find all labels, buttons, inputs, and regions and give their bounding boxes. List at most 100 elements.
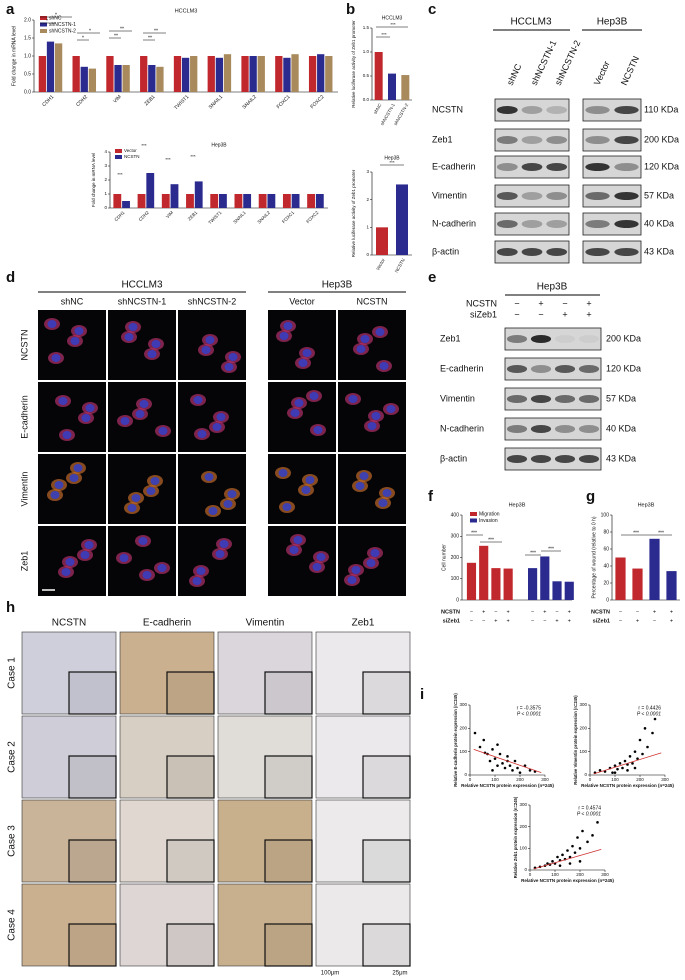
y-tick-label: 1.5 bbox=[363, 25, 370, 30]
bar bbox=[540, 556, 550, 600]
nucleus bbox=[147, 350, 157, 358]
point bbox=[473, 731, 477, 735]
condition-label: NCSTN bbox=[466, 298, 497, 308]
blot-bg bbox=[582, 212, 642, 236]
condition-sign: + bbox=[538, 298, 543, 308]
y-tick-label: 3 bbox=[104, 163, 107, 168]
point bbox=[646, 745, 649, 749]
x-tick-label: SNAIL1 bbox=[232, 210, 247, 225]
column-label: NCSTN bbox=[357, 296, 388, 306]
y-tick-label: 100 bbox=[459, 749, 467, 754]
significance: *** bbox=[117, 172, 123, 177]
nucleus bbox=[73, 464, 83, 472]
panel-label: h bbox=[6, 599, 15, 616]
y-tick-label: 1.0 bbox=[24, 53, 31, 59]
legend-swatch bbox=[470, 518, 477, 523]
row-label: Case 4 bbox=[7, 909, 18, 941]
condition-sign: − bbox=[531, 618, 534, 624]
nucleus bbox=[81, 414, 91, 422]
point bbox=[493, 757, 497, 760]
point bbox=[546, 862, 549, 865]
y-tick-label: 2 bbox=[366, 197, 369, 202]
x-tick-label: 0 bbox=[529, 872, 532, 877]
point bbox=[596, 821, 599, 824]
x-tick-label: VIM bbox=[165, 210, 174, 219]
bar bbox=[140, 56, 148, 92]
band bbox=[578, 425, 600, 433]
band bbox=[496, 220, 518, 228]
nucleus bbox=[367, 422, 377, 430]
band bbox=[585, 192, 610, 200]
column-label: E-cadherin bbox=[143, 618, 191, 629]
bar bbox=[243, 194, 252, 208]
significance: *** bbox=[390, 22, 396, 27]
y-axis-label: Relative luciferase activity of Zeb1 pro… bbox=[351, 169, 356, 257]
nucleus bbox=[138, 537, 148, 545]
bar bbox=[632, 568, 643, 600]
legend-swatch bbox=[115, 155, 122, 159]
legend-swatch bbox=[470, 512, 477, 516]
y-axis-label: Relative luciferase activity of Zeb1 pro… bbox=[351, 20, 356, 108]
nucleus bbox=[305, 476, 315, 484]
blot-row-label: Zeb1 bbox=[440, 333, 461, 343]
blot-row-label: E-cadherin bbox=[440, 363, 484, 373]
band bbox=[496, 163, 518, 171]
band bbox=[546, 163, 568, 171]
band bbox=[585, 163, 610, 171]
condition-sign: − bbox=[562, 298, 567, 308]
column-label: shNCSTN-1 bbox=[118, 296, 167, 306]
x-tick-label: TWIST1 bbox=[173, 94, 190, 111]
x-tick-label: CDH2 bbox=[75, 94, 89, 108]
nucleus bbox=[84, 541, 94, 549]
x-tick-label: ZEB1 bbox=[187, 210, 199, 222]
nucleus bbox=[386, 405, 396, 413]
x-tick-label: 100 bbox=[491, 777, 499, 782]
band bbox=[496, 192, 518, 200]
scale-label: 100μm bbox=[321, 971, 339, 977]
band bbox=[546, 136, 568, 144]
condition-label: siZeb1 bbox=[593, 618, 610, 624]
micrograph bbox=[338, 310, 406, 380]
y-axis-label: Relative Zeb1 protein expression (n=245) bbox=[513, 796, 518, 878]
scale-label: 25μm bbox=[392, 971, 407, 977]
condition-sign: + bbox=[636, 618, 639, 624]
point bbox=[616, 767, 619, 771]
x-tick-label: 200 bbox=[636, 777, 644, 782]
bar bbox=[46, 41, 55, 92]
significance: ** bbox=[148, 35, 152, 41]
panel-label: a bbox=[6, 1, 15, 18]
legend-swatch bbox=[115, 149, 122, 153]
band bbox=[546, 248, 568, 256]
blot-size: 120 KDa bbox=[644, 161, 679, 171]
point bbox=[598, 769, 602, 772]
band bbox=[506, 365, 528, 373]
condition-sign: − bbox=[555, 609, 558, 615]
panel-label: b bbox=[346, 1, 355, 18]
group-header: Hep3B bbox=[537, 282, 568, 293]
ihc-inset bbox=[68, 671, 117, 715]
bar bbox=[207, 56, 215, 92]
point bbox=[506, 755, 509, 758]
x-tick-label: FOXC2 bbox=[305, 210, 319, 224]
legend-label: Invasion bbox=[479, 518, 498, 524]
band bbox=[554, 455, 576, 463]
blot-size: 43 KDa bbox=[644, 246, 674, 256]
condition-sign: − bbox=[653, 618, 656, 624]
x-tick-label: 300 bbox=[661, 777, 669, 782]
y-tick-label: 400 bbox=[451, 512, 460, 518]
band bbox=[554, 395, 576, 403]
y-tick-label: 0 bbox=[524, 867, 527, 872]
x-tick-label: SNAIL2 bbox=[256, 210, 271, 225]
lane-label: NCSTN bbox=[619, 55, 641, 87]
condition-sign: + bbox=[568, 618, 571, 624]
band bbox=[530, 365, 552, 373]
point bbox=[643, 727, 647, 730]
nucleus bbox=[74, 327, 84, 335]
significance: ** bbox=[114, 33, 118, 39]
bar bbox=[38, 56, 47, 92]
panel-label: d bbox=[6, 269, 15, 286]
chart-title: HCCLM3 bbox=[382, 15, 403, 21]
legend-label: shNC bbox=[49, 15, 62, 21]
blot-bg bbox=[504, 327, 602, 351]
